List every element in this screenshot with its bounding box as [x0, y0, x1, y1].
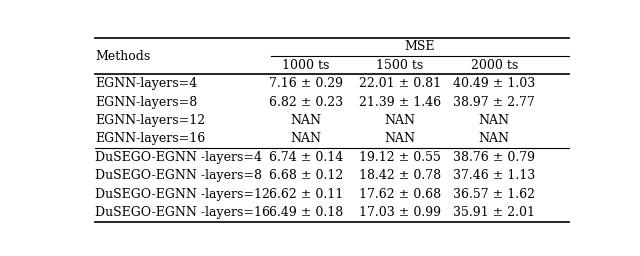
Text: NAN: NAN [290, 133, 321, 145]
Text: 37.46 ± 1.13: 37.46 ± 1.13 [453, 169, 535, 182]
Text: DuSEGO-EGNN -layers=16: DuSEGO-EGNN -layers=16 [95, 206, 270, 219]
Text: 17.62 ± 0.68: 17.62 ± 0.68 [359, 188, 441, 201]
Text: 6.74 ± 0.14: 6.74 ± 0.14 [269, 151, 343, 164]
Text: 19.12 ± 0.55: 19.12 ± 0.55 [359, 151, 441, 164]
Text: 38.76 ± 0.79: 38.76 ± 0.79 [453, 151, 535, 164]
Text: 6.62 ± 0.11: 6.62 ± 0.11 [269, 188, 343, 201]
Text: 22.01 ± 0.81: 22.01 ± 0.81 [359, 77, 441, 90]
Text: NAN: NAN [385, 133, 415, 145]
Text: 6.68 ± 0.12: 6.68 ± 0.12 [269, 169, 343, 182]
Text: MSE: MSE [404, 40, 435, 53]
Text: EGNN-layers=8: EGNN-layers=8 [95, 96, 197, 109]
Text: 35.91 ± 2.01: 35.91 ± 2.01 [453, 206, 535, 219]
Text: DuSEGO-EGNN -layers=12: DuSEGO-EGNN -layers=12 [95, 188, 269, 201]
Text: NAN: NAN [290, 114, 321, 127]
Text: NAN: NAN [479, 114, 509, 127]
Text: 1000 ts: 1000 ts [282, 59, 330, 72]
Text: NAN: NAN [385, 114, 415, 127]
Text: Methods: Methods [95, 50, 150, 62]
Text: EGNN-layers=4: EGNN-layers=4 [95, 77, 197, 90]
Text: 1500 ts: 1500 ts [376, 59, 424, 72]
Text: 21.39 ± 1.46: 21.39 ± 1.46 [359, 96, 441, 109]
Text: EGNN-layers=12: EGNN-layers=12 [95, 114, 205, 127]
Text: 18.42 ± 0.78: 18.42 ± 0.78 [359, 169, 441, 182]
Text: NAN: NAN [479, 133, 509, 145]
Text: 7.16 ± 0.29: 7.16 ± 0.29 [269, 77, 342, 90]
Text: 38.97 ± 2.77: 38.97 ± 2.77 [453, 96, 535, 109]
Text: 6.49 ± 0.18: 6.49 ± 0.18 [269, 206, 343, 219]
Text: 2000 ts: 2000 ts [470, 59, 518, 72]
Text: 40.49 ± 1.03: 40.49 ± 1.03 [453, 77, 535, 90]
Text: 6.82 ± 0.23: 6.82 ± 0.23 [269, 96, 343, 109]
Text: EGNN-layers=16: EGNN-layers=16 [95, 133, 205, 145]
Text: DuSEGO-EGNN -layers=4: DuSEGO-EGNN -layers=4 [95, 151, 262, 164]
Text: DuSEGO-EGNN -layers=8: DuSEGO-EGNN -layers=8 [95, 169, 262, 182]
Text: 17.03 ± 0.99: 17.03 ± 0.99 [359, 206, 441, 219]
Text: 36.57 ± 1.62: 36.57 ± 1.62 [453, 188, 535, 201]
